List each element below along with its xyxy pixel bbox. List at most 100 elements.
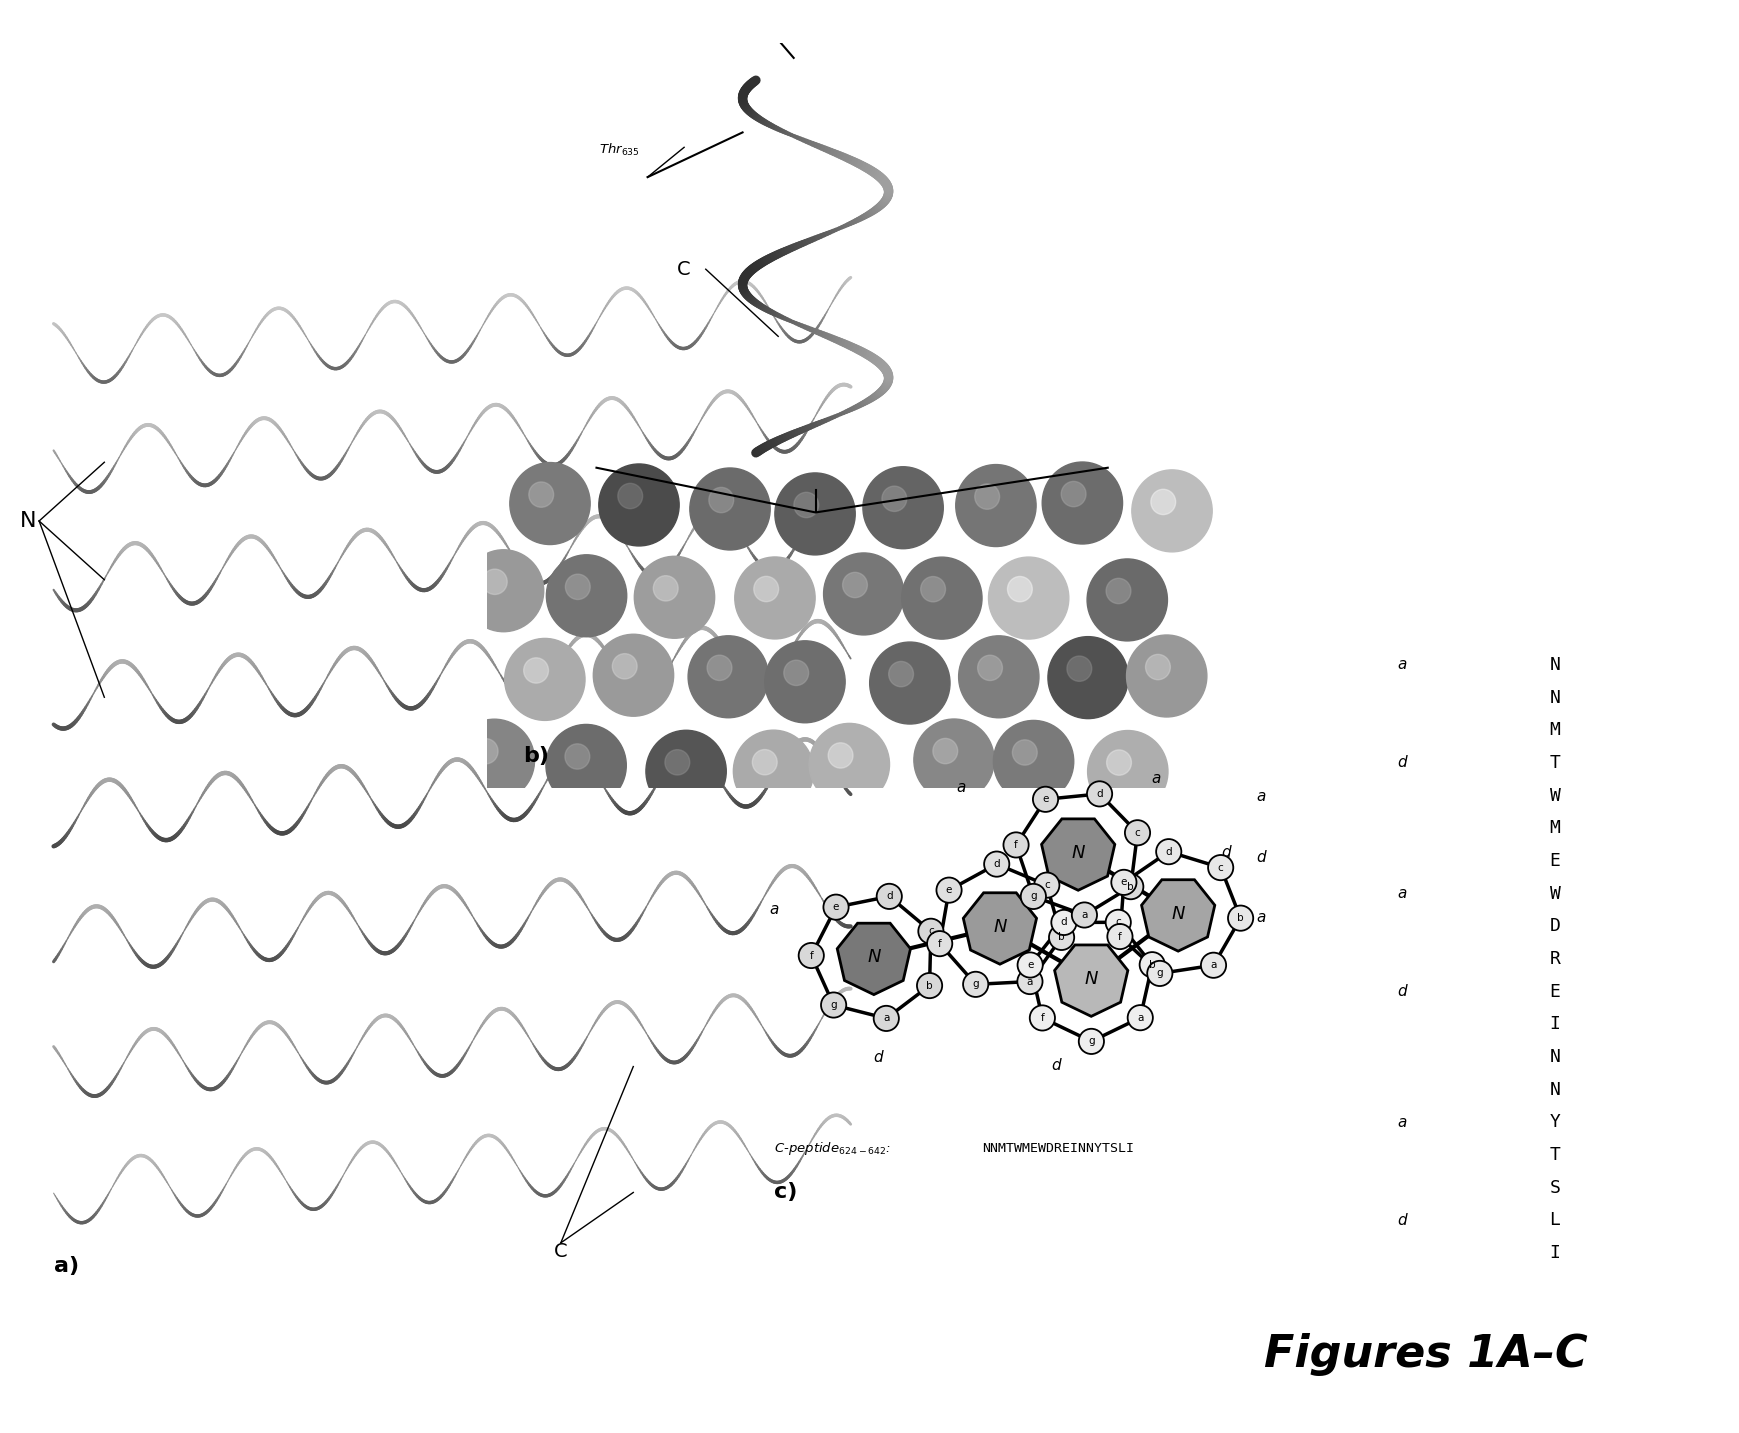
- Circle shape: [546, 725, 626, 807]
- Text: b: b: [1059, 933, 1064, 943]
- Text: C: C: [676, 259, 690, 278]
- Text: a: a: [956, 780, 965, 795]
- Text: Figures 1A–C: Figures 1A–C: [1264, 1333, 1588, 1376]
- Circle shape: [690, 469, 770, 550]
- Text: d: d: [1256, 850, 1266, 864]
- Circle shape: [932, 738, 958, 764]
- Circle shape: [753, 749, 777, 775]
- Circle shape: [1202, 953, 1226, 977]
- Text: e: e: [833, 903, 840, 913]
- Text: N: N: [1172, 904, 1184, 923]
- Circle shape: [510, 463, 590, 545]
- Circle shape: [1017, 969, 1043, 995]
- Circle shape: [473, 738, 497, 764]
- Circle shape: [916, 973, 943, 999]
- Text: M: M: [1549, 820, 1560, 837]
- Text: d: d: [1061, 917, 1068, 927]
- Text: d: d: [1052, 1058, 1061, 1073]
- Circle shape: [1087, 731, 1169, 813]
- Text: b: b: [1149, 960, 1155, 970]
- Text: d: d: [1096, 790, 1103, 798]
- Circle shape: [963, 972, 988, 997]
- Circle shape: [1139, 952, 1165, 977]
- Text: e: e: [1028, 960, 1033, 970]
- Circle shape: [977, 655, 1002, 681]
- Circle shape: [1106, 579, 1130, 603]
- Polygon shape: [1042, 818, 1115, 890]
- Text: a: a: [1082, 910, 1087, 920]
- Circle shape: [889, 662, 913, 686]
- Circle shape: [1106, 749, 1132, 775]
- Circle shape: [1029, 1006, 1056, 1030]
- Circle shape: [645, 731, 727, 813]
- Text: e: e: [946, 886, 953, 896]
- Circle shape: [708, 655, 732, 681]
- Circle shape: [821, 993, 847, 1017]
- Text: a: a: [769, 901, 779, 917]
- Circle shape: [1127, 1005, 1153, 1030]
- Text: a: a: [883, 1013, 889, 1023]
- Circle shape: [843, 572, 868, 598]
- Text: a: a: [1256, 788, 1266, 804]
- Circle shape: [1118, 874, 1143, 900]
- Circle shape: [828, 742, 854, 768]
- Text: d: d: [1396, 755, 1407, 771]
- Text: N: N: [1549, 1048, 1560, 1066]
- Text: N: N: [1549, 1080, 1560, 1099]
- Circle shape: [784, 661, 809, 685]
- Circle shape: [1021, 884, 1045, 909]
- Circle shape: [776, 473, 856, 555]
- Circle shape: [1035, 873, 1059, 897]
- Text: a: a: [1396, 658, 1407, 672]
- Text: d: d: [1165, 847, 1172, 857]
- Text: e: e: [1120, 877, 1127, 887]
- Text: M: M: [1549, 721, 1560, 739]
- Circle shape: [870, 642, 949, 724]
- Circle shape: [753, 576, 779, 602]
- Circle shape: [546, 555, 626, 636]
- Text: N: N: [1549, 689, 1560, 706]
- Circle shape: [1132, 470, 1212, 552]
- Text: d: d: [1396, 1212, 1407, 1228]
- Text: T: T: [1549, 754, 1560, 772]
- Text: L: L: [1549, 1211, 1560, 1230]
- Polygon shape: [836, 923, 911, 995]
- Circle shape: [1003, 833, 1029, 857]
- Circle shape: [958, 636, 1038, 718]
- Circle shape: [1156, 840, 1181, 864]
- Circle shape: [823, 894, 849, 920]
- Text: a: a: [1026, 976, 1033, 986]
- Text: N: N: [1085, 970, 1097, 987]
- Text: a: a: [1256, 910, 1266, 926]
- Text: d: d: [1221, 845, 1231, 860]
- Text: C: C: [555, 1242, 567, 1261]
- Circle shape: [1148, 960, 1172, 986]
- Text: N: N: [868, 949, 880, 966]
- Text: I: I: [1549, 1016, 1560, 1033]
- Text: Thr$_{\mathit{635}}$: Thr$_{\mathit{635}}$: [600, 142, 640, 159]
- Text: W: W: [1549, 787, 1560, 804]
- Circle shape: [598, 464, 680, 546]
- Circle shape: [1061, 481, 1087, 507]
- Circle shape: [1111, 870, 1137, 896]
- Circle shape: [1087, 559, 1167, 641]
- Circle shape: [1012, 739, 1036, 765]
- Text: g: g: [1156, 969, 1163, 979]
- Circle shape: [1228, 906, 1254, 931]
- Circle shape: [736, 557, 816, 639]
- Circle shape: [765, 641, 845, 722]
- Text: a: a: [1396, 886, 1407, 901]
- Circle shape: [1049, 636, 1129, 718]
- Text: e: e: [1042, 794, 1049, 804]
- Text: g: g: [1089, 1036, 1094, 1046]
- Text: NNMTWMEWDREINNYTSLI: NNMTWMEWDREINNYTSLI: [983, 1142, 1134, 1155]
- Circle shape: [915, 719, 995, 801]
- Text: d: d: [873, 1049, 883, 1065]
- Circle shape: [565, 575, 590, 599]
- Text: b): b): [523, 745, 550, 765]
- Text: N: N: [21, 512, 37, 532]
- Text: f: f: [1040, 1013, 1043, 1023]
- Circle shape: [988, 557, 1069, 639]
- Circle shape: [1106, 910, 1130, 934]
- Text: g: g: [830, 1000, 836, 1010]
